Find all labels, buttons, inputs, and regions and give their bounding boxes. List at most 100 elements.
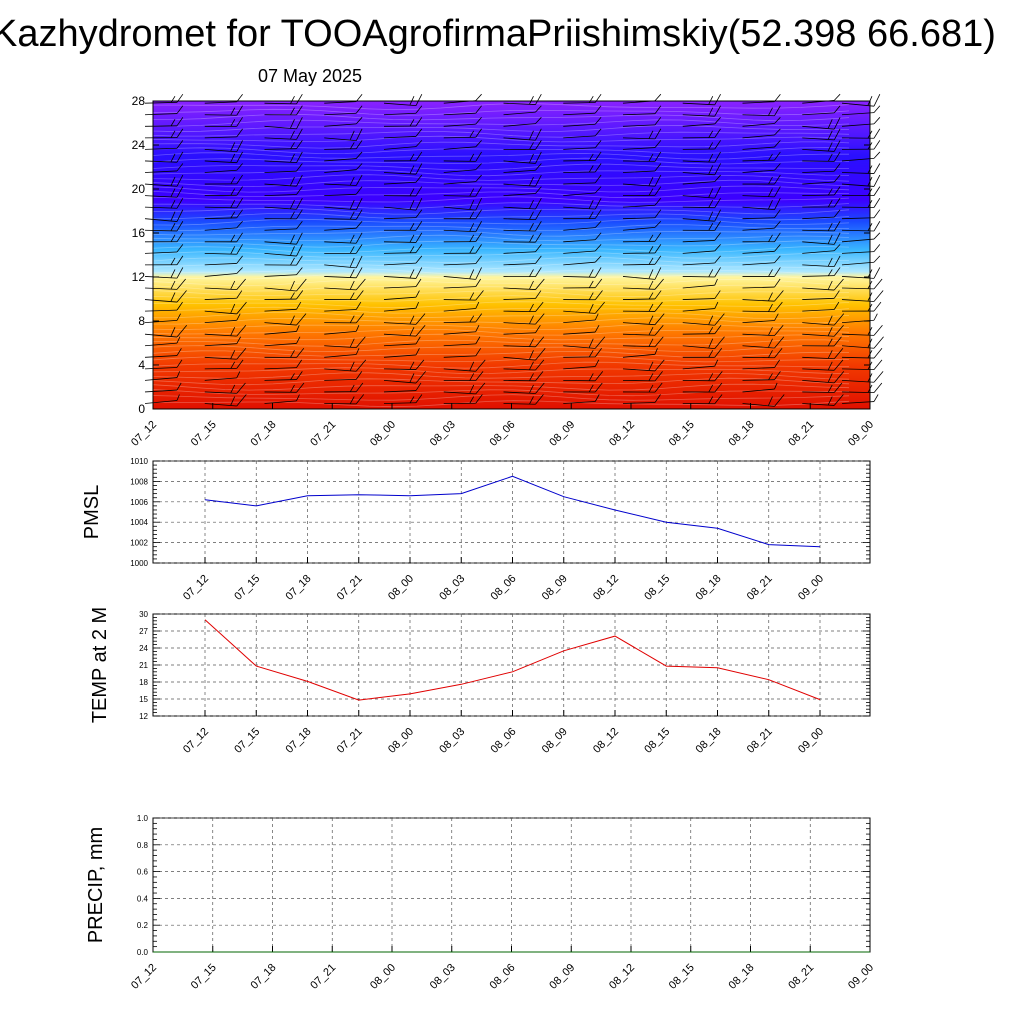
wind-barb-flag [290,96,295,104]
wind-barb [443,290,484,301]
wind-barb-flag [654,209,662,218]
wind-barb-flag [415,174,423,183]
wind-barb-shaft [144,206,178,209]
wind-barb [264,105,303,116]
wind-barb-shaft [802,112,835,116]
wind-barb [563,186,602,196]
wind-barb-flag [415,255,423,264]
wind-barb-flag [349,257,355,268]
x-tick-label: 08_15 [667,962,697,992]
wind-barb-flag [714,348,723,358]
wind-barb [503,255,542,266]
wind-barb-shaft [443,308,476,312]
wind-barb-flag [415,221,423,231]
x-tick-label: 08_00 [386,726,416,756]
wind-barb-shaft [443,206,476,211]
wind-barb-flag [236,163,243,171]
wind-barb-flag [833,232,841,245]
wind-barb-flag [475,278,482,287]
wind-barb-shaft [503,111,536,116]
wind-barb-flag [708,326,714,335]
wind-barb-shaft [204,114,237,116]
wind-barb [324,174,363,186]
wind-barb [144,209,184,222]
wind-barb-flag [296,209,303,220]
wind-barb [622,301,663,312]
wind-barb-flag [176,336,181,344]
wind-barb-shaft [742,403,775,407]
wind-barb [443,209,482,220]
x-tick-label: 09_00 [846,419,876,449]
wind-barb-flag [768,188,773,197]
wind-barb [503,348,546,361]
wind-barb [802,128,841,141]
x-tick-label: 07_18 [284,726,314,756]
wind-barb-flag [827,223,833,231]
contour-isoline [152,218,850,226]
wind-barb-flag [176,244,184,253]
wind-barb-flag [833,348,844,359]
wind-barb-shaft [324,264,357,269]
wind-barb-shaft [841,172,875,174]
wind-barb-shaft [204,149,237,153]
y-tick-label: 0.8 [137,841,149,850]
wind-barb [324,186,363,196]
wind-barb-shaft [622,402,656,404]
wind-barb-flag [290,292,295,300]
contour-isoline [152,328,850,336]
wind-barb-flag [296,267,303,275]
wind-barb [742,359,780,370]
wind-barb-flag [774,117,781,124]
wind-barb [742,220,781,231]
wind-barb-shaft [802,216,835,220]
contour-isoline [152,224,850,232]
wind-barb-flag [415,94,423,106]
wind-barb [503,394,544,405]
wind-barb [264,209,303,220]
wind-barb [264,117,303,130]
x-tick-label: 07_12 [129,419,159,449]
wind-barb-flag [349,338,355,348]
wind-barb-flag [833,105,841,114]
wind-barb [443,174,482,185]
wind-barb-flag [714,232,721,241]
wind-barb-flag [409,223,415,231]
wind-barb-flag [475,105,482,114]
wind-barb-flag [714,209,721,222]
wind-barb [802,348,844,360]
wind-barb-flag [409,199,415,210]
wind-barb [622,151,662,162]
wind-barb-flag [833,197,841,208]
wind-barb-shaft [443,195,476,197]
wind-barb-flag [296,382,305,393]
wind-barb [324,348,360,358]
wind-barb-flag [349,361,355,371]
wind-barb-shaft [563,102,596,104]
wind-barb-shaft [503,218,536,221]
wind-barb-shaft [144,113,178,116]
wind-barb-flag [774,140,781,148]
wind-barb-shaft [682,123,715,127]
wind-barb-flag [714,267,721,278]
wind-barb-flag [176,313,181,321]
wind-barb-shaft [802,250,835,254]
wind-barb-flag [529,384,534,394]
wind-barb [383,140,423,150]
wind-barb-shaft [383,217,417,220]
wind-barb [742,140,781,150]
x-tick-label: 08_09 [540,573,570,603]
wind-barb [324,197,363,211]
wind-barb [204,278,246,291]
wind-barb-flag [873,105,881,113]
wind-barb-shaft [443,146,476,150]
wind-barb-flag [535,232,542,243]
wind-barb-shaft [204,297,237,300]
wind-barb [503,301,544,313]
wind-barb [563,278,603,289]
wind-barb [742,174,781,185]
wind-barb-flag [170,95,176,103]
x-tick-label: 08_18 [694,726,724,756]
wind-barb-flag [654,197,662,206]
wind-barb [563,174,602,185]
wind-barb-flag [355,278,366,291]
